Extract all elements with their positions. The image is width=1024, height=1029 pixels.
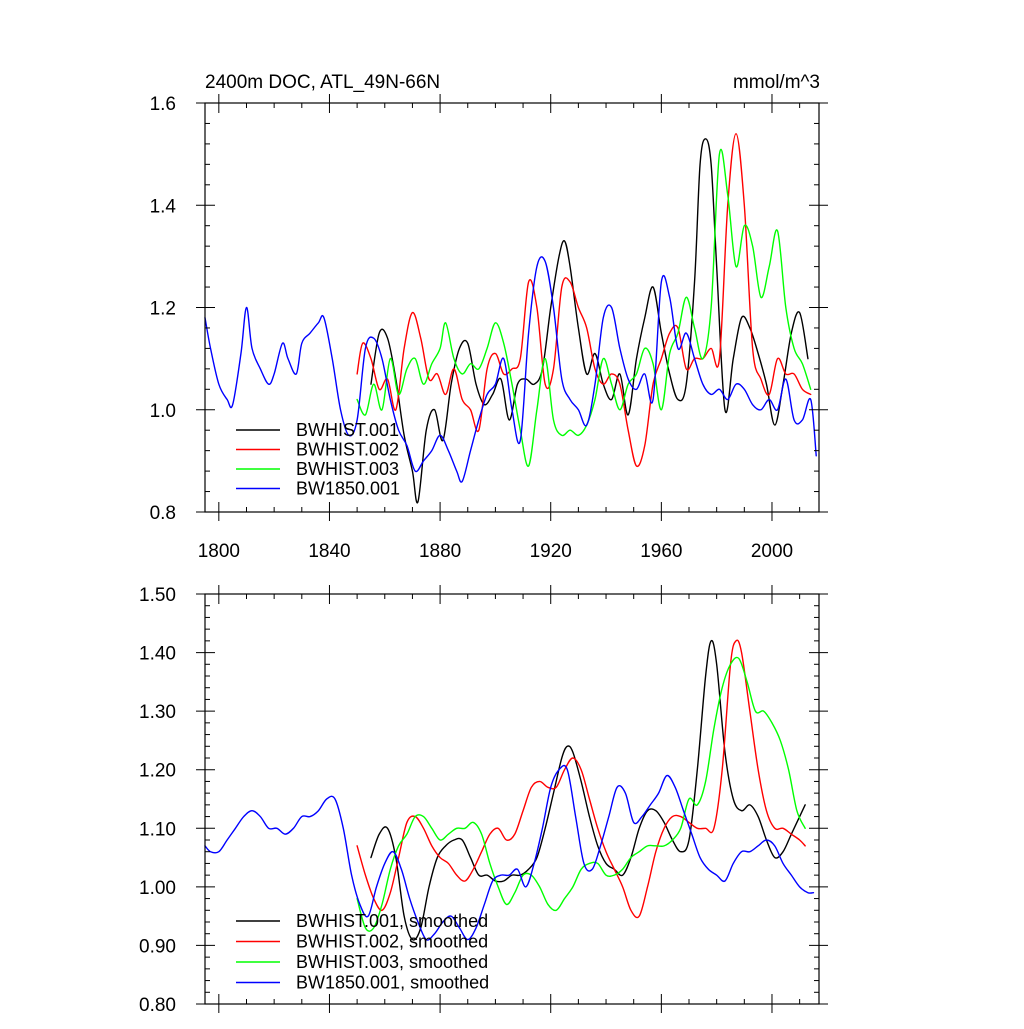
series-line-0 bbox=[370, 138, 809, 504]
y-tick-label: 1.00 bbox=[139, 878, 176, 899]
series-line-1 bbox=[356, 132, 812, 468]
legend-label-0: BWHIST.001 bbox=[296, 420, 399, 440]
series-line-2 bbox=[356, 656, 806, 932]
series-line-1 bbox=[356, 639, 806, 919]
top-plot-layer: 1800 1840 1880 1920 1960 2000 0.8 1.0 1.2 1.4 1.6 B… bbox=[150, 94, 828, 562]
y-tick-label: 1.2 bbox=[150, 299, 176, 320]
y-tick-label: 1.6 bbox=[150, 94, 176, 115]
legend-label-0: BWHIST.001, smoothed bbox=[296, 911, 488, 931]
y-axis-ticks: 0.80 0.90 1.00 1.10 1.20 1.30 1.40 1.50 bbox=[139, 585, 828, 1016]
x-axis-ticks bbox=[218, 585, 801, 1013]
series-lines bbox=[204, 639, 815, 941]
y-tick-label: 1.4 bbox=[150, 196, 177, 217]
x-tick-label: 1800 bbox=[198, 541, 240, 562]
y-tick-label: 1.0 bbox=[150, 401, 176, 422]
y-axis-ticks: 0.8 1.0 1.2 1.4 1.6 bbox=[150, 94, 828, 524]
x-tick-label: 2000 bbox=[751, 541, 793, 562]
legend-label-1: BWHIST.002 bbox=[296, 440, 399, 460]
legend-label-1: BWHIST.002, smoothed bbox=[296, 932, 488, 952]
x-tick-label: 1840 bbox=[308, 541, 350, 562]
series-line-2 bbox=[356, 148, 812, 467]
x-axis-ticks: 1800 1840 1880 1920 1960 2000 bbox=[198, 94, 801, 562]
y-tick-label: 1.30 bbox=[139, 702, 176, 723]
legend-label-3: BW1850.001, smoothed bbox=[296, 973, 489, 993]
legend-label-2: BWHIST.003 bbox=[296, 459, 399, 479]
series-line-0 bbox=[370, 639, 806, 941]
series-lines bbox=[204, 132, 817, 504]
series-line-3 bbox=[204, 256, 817, 483]
y-tick-label: 1.40 bbox=[139, 644, 176, 665]
bottom-panel: 0.80 0.90 1.00 1.10 1.20 1.30 1.40 1.50 BWHIST.0… bbox=[139, 585, 828, 1016]
y-tick-label: 1.20 bbox=[139, 761, 176, 782]
legend-label-2: BWHIST.003, smoothed bbox=[296, 952, 488, 972]
y-tick-label: 1.10 bbox=[139, 819, 176, 840]
panel-title-right: mmol/m^3 bbox=[733, 72, 820, 93]
x-tick-label: 1880 bbox=[419, 541, 461, 562]
y-tick-label: 0.90 bbox=[139, 936, 176, 957]
plot-frame bbox=[204, 593, 820, 1005]
series-line-3 bbox=[204, 764, 815, 941]
bottom-plot-layer: 0.80 0.90 1.00 1.10 1.20 1.30 1.40 1.50 BWHIST.0… bbox=[139, 585, 828, 1016]
panel-title-left: 2400m DOC, ATL_49N-66N bbox=[205, 72, 440, 93]
y-tick-label: 0.8 bbox=[150, 503, 176, 524]
x-tick-label: 1920 bbox=[530, 541, 572, 562]
legend-label-3: BW1850.001 bbox=[296, 479, 400, 499]
x-tick-label: 1960 bbox=[640, 541, 682, 562]
y-tick-label: 1.50 bbox=[139, 585, 176, 606]
y-tick-label: 0.80 bbox=[139, 995, 176, 1016]
top-panel: 2400m DOC, ATL_49N-66N mmol/m^3 1800 1840… bbox=[150, 72, 828, 562]
